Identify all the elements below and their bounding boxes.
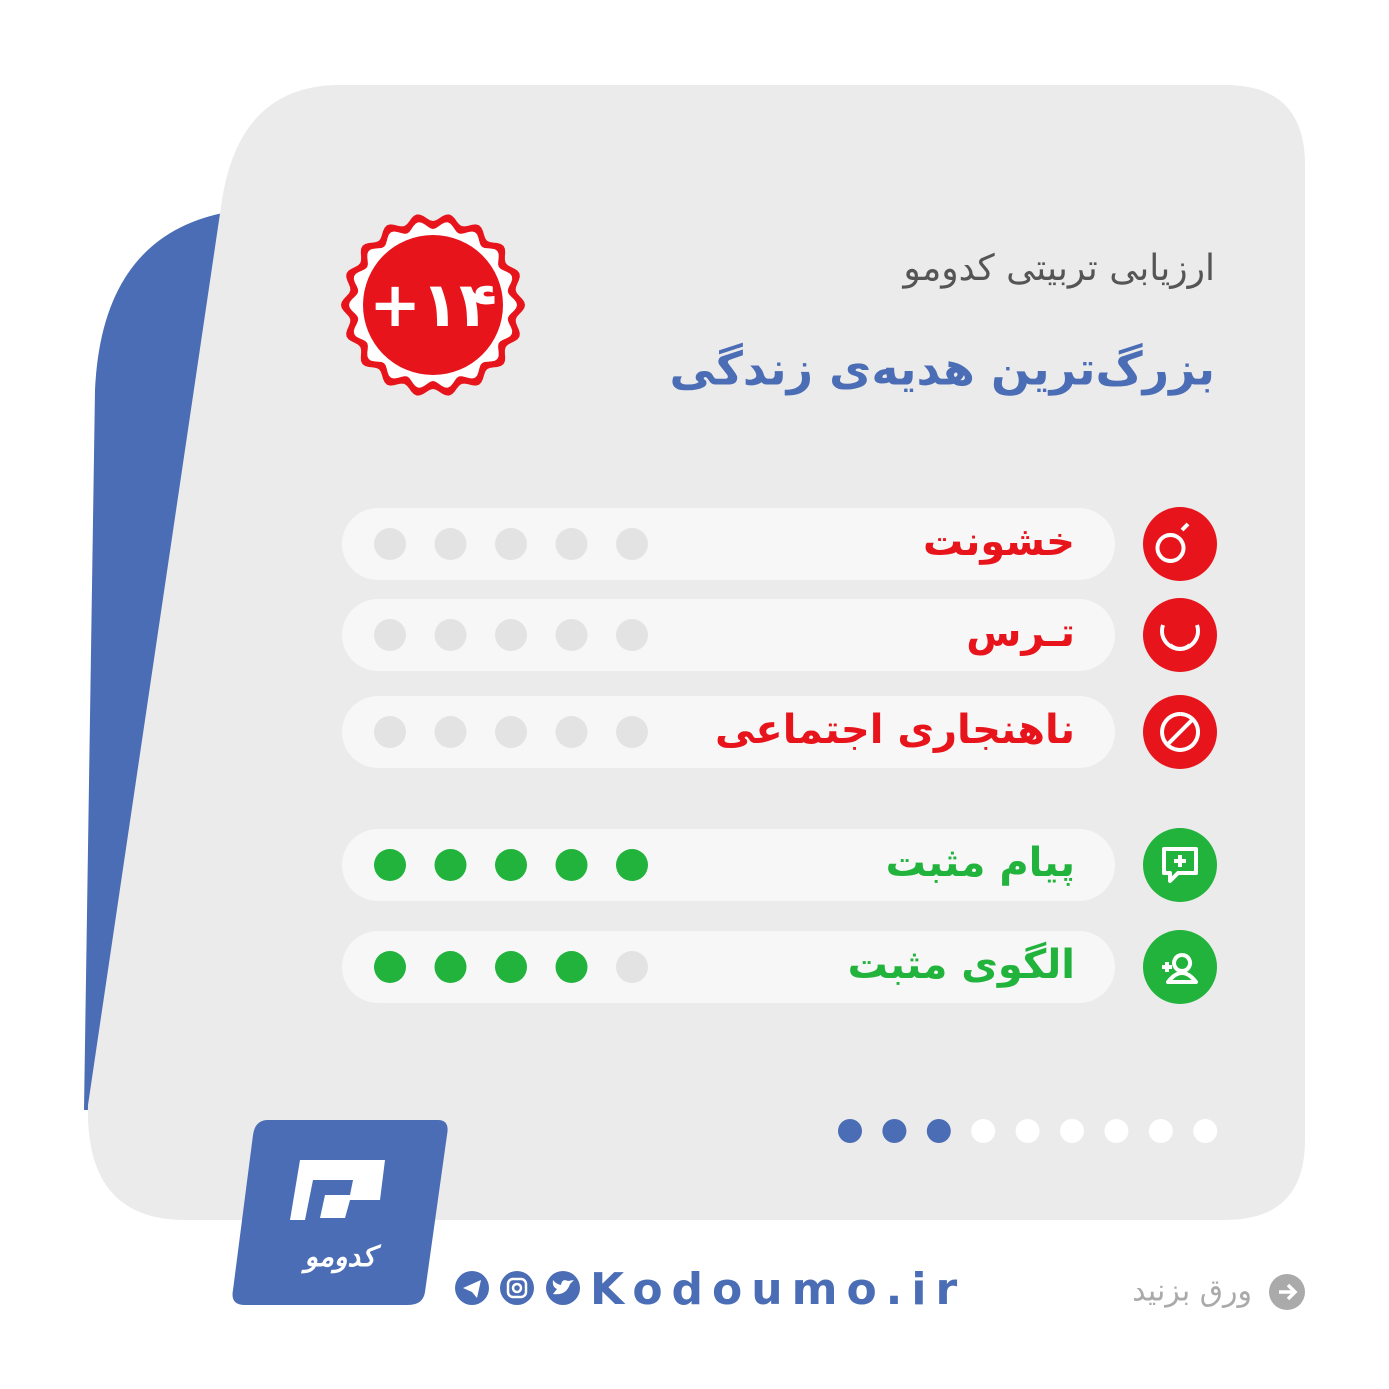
- rating-icon: [1143, 507, 1217, 581]
- rating-dot: [374, 849, 406, 881]
- page-dot: [1015, 1119, 1040, 1143]
- pagination: [838, 1119, 1218, 1143]
- rating-label: خشونت: [923, 519, 1075, 565]
- badge-core: [363, 235, 503, 375]
- page-dot: [882, 1119, 907, 1143]
- rating-dot: [495, 951, 527, 983]
- rating-label: الگوی مثبت: [848, 941, 1075, 988]
- instagram-icon[interactable]: [500, 1271, 534, 1305]
- rating-dot: [434, 716, 467, 748]
- rating-dot: [616, 849, 648, 881]
- rating-dot: [374, 619, 406, 651]
- rating-dot: [616, 951, 648, 983]
- rating-row: [342, 829, 1115, 901]
- rating-dot: [495, 528, 527, 560]
- page-dot: [971, 1119, 996, 1143]
- rating-dot: [495, 849, 527, 881]
- rating-dot: [555, 619, 588, 651]
- rating-dot: [495, 619, 527, 651]
- telegram-glyph: [463, 1280, 481, 1298]
- website[interactable]: Kodoumo.ir: [590, 1264, 966, 1315]
- title: ارزیابی تربیتی کدومو: [901, 248, 1215, 289]
- rating-dot: [616, 716, 648, 748]
- rating-dot: [434, 849, 467, 881]
- badge-text: +۱۴: [369, 268, 497, 341]
- rating-dot: [374, 528, 406, 560]
- instagram-glyph: [506, 1277, 528, 1299]
- rating-dot: [555, 528, 588, 560]
- page-dot: [1148, 1119, 1173, 1143]
- rating-row: [342, 931, 1115, 1003]
- subtitle: بزرگ‌ترین هدیه‌ی زندگی: [670, 342, 1215, 396]
- rating-row: [342, 508, 1115, 580]
- social-icons: [455, 1271, 580, 1305]
- rating-dot: [555, 716, 588, 748]
- rating-label: تـرس: [966, 610, 1075, 656]
- swipe-arrow-glyph: [1279, 1283, 1298, 1301]
- rating-dot: [374, 951, 406, 983]
- rating-icon-glyph: [1162, 847, 1198, 883]
- rating-icon-glyph: [1155, 522, 1190, 563]
- rating-row: [342, 599, 1115, 671]
- rating-dot: [374, 716, 406, 748]
- rating-dot: [434, 528, 467, 560]
- rating-dot: [616, 619, 648, 651]
- rating-dot: [434, 619, 467, 651]
- rating-icon: [1143, 930, 1217, 1004]
- rating-dot: [495, 716, 527, 748]
- ratings: خشونت تـرس ناهنجاری اجتماعی پیام مثبت الگوی …: [342, 507, 1217, 1004]
- instagram-glyph: [511, 1282, 523, 1294]
- rating-label: پیام مثبت: [886, 840, 1075, 886]
- rating-dot: [555, 849, 588, 881]
- rating-dot: [434, 951, 467, 983]
- rating-icon: [1143, 598, 1217, 672]
- rating-dot: [555, 951, 588, 983]
- rating-row: [342, 696, 1115, 768]
- logo-mark: [290, 1160, 385, 1220]
- rating-label: ناهنجاری اجتماعی: [715, 707, 1075, 753]
- rating-icon-glyph: [1162, 953, 1198, 984]
- swipe-hint: ورق بزنید: [1132, 1274, 1252, 1309]
- page-dot: [1193, 1119, 1218, 1143]
- rating-icon-glyph: [1160, 624, 1200, 651]
- age-badge: +۱۴: [341, 214, 525, 396]
- rating-icon-glyph: [1160, 712, 1201, 752]
- page-dot: [838, 1119, 862, 1143]
- twitter-glyph: [552, 1280, 574, 1295]
- page-dot: [926, 1119, 951, 1143]
- page-dot: [1104, 1119, 1129, 1143]
- logo-text: کدومو: [300, 1240, 382, 1274]
- page-dot: [1060, 1119, 1084, 1143]
- rating-dot: [616, 528, 648, 560]
